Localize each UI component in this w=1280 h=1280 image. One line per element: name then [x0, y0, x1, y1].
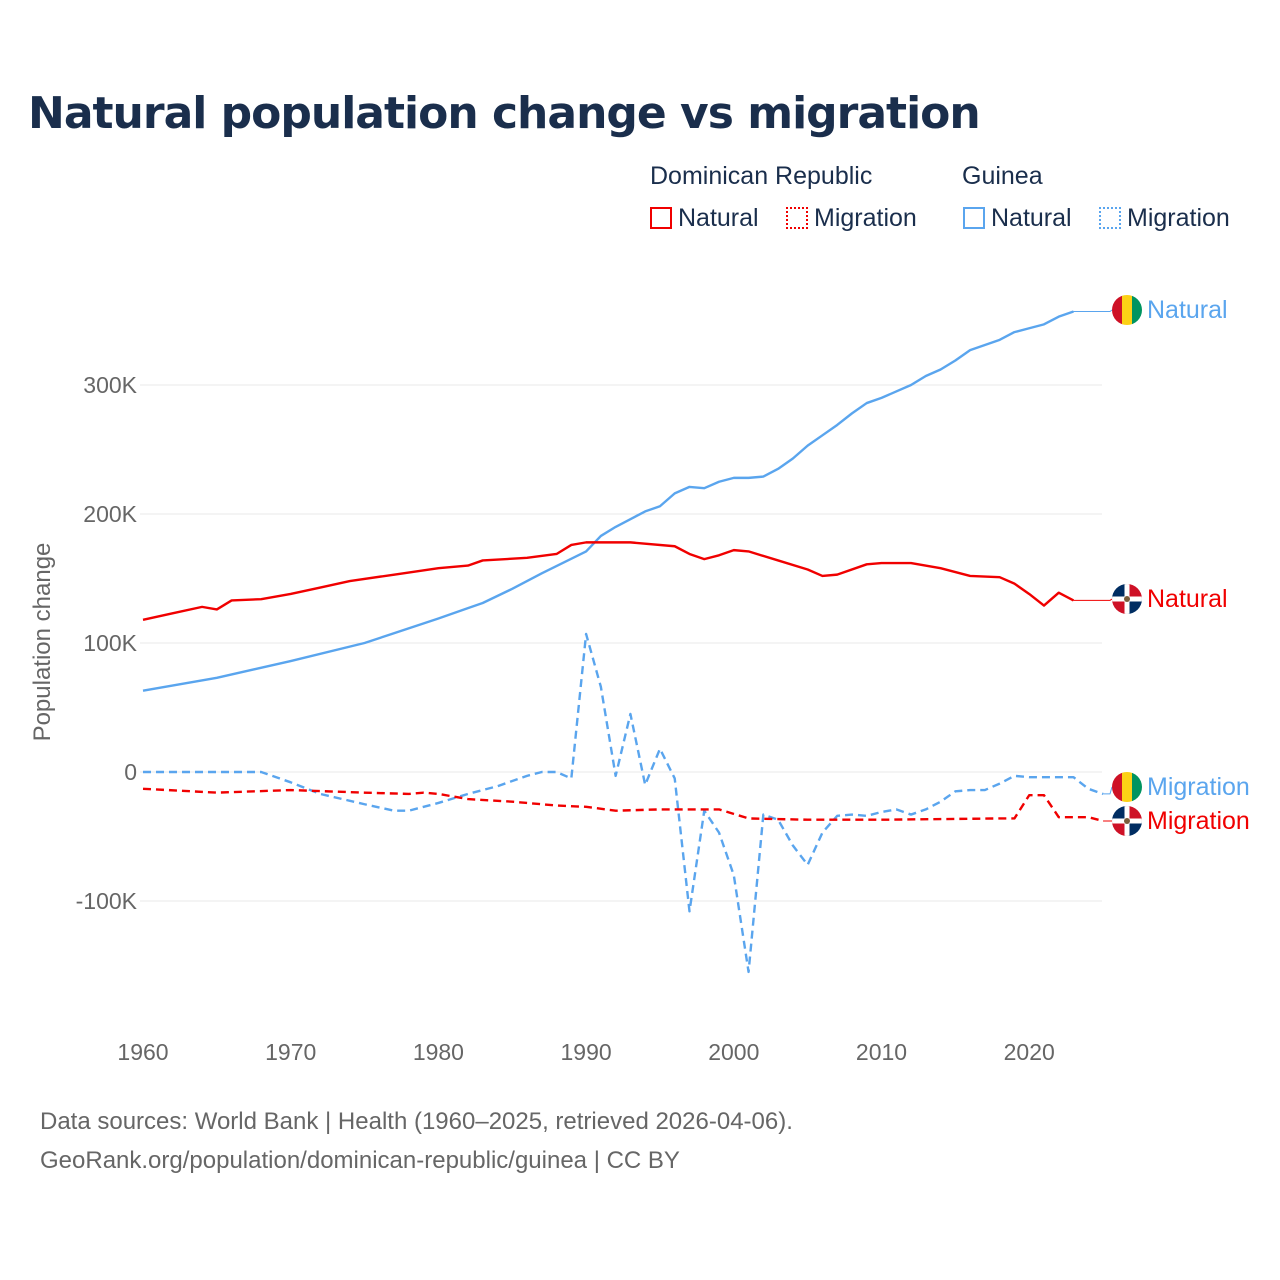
legend-item-guinea-migration[interactable]: Migration: [1099, 204, 1230, 233]
y-tick-label: 100K: [83, 630, 137, 656]
series-line-dominican-republic-migration: [142, 787, 1104, 823]
footer-url[interactable]: GeoRank.org/population/dominican-republi…: [40, 1147, 680, 1174]
series-line-guinea-migration: [143, 632, 1104, 974]
legend-item-guinea-natural[interactable]: Natural: [963, 204, 1072, 233]
legend-group-guinea-title: Guinea: [962, 162, 1043, 190]
x-tick-label: 2010: [856, 1039, 907, 1065]
series-end-label: Migration: [1147, 807, 1250, 835]
label-connector: [1073, 309, 1113, 312]
chart-title: Natural population change vs migration: [28, 88, 981, 139]
y-tick-label: 300K: [83, 372, 137, 398]
x-tick-label: 2020: [1004, 1039, 1055, 1065]
label-connector: [1103, 786, 1113, 795]
x-tick-label: 1970: [265, 1039, 316, 1065]
legend-swatch-solid: [650, 207, 672, 229]
x-tick-label: 1960: [117, 1039, 168, 1065]
legend-item-dr-migration[interactable]: Migration: [786, 204, 917, 233]
x-tick-label: 1990: [561, 1039, 612, 1065]
legend-swatch-dotted: [1099, 207, 1121, 229]
legend-label: Natural: [678, 204, 759, 232]
series-end-label: Natural: [1147, 296, 1228, 324]
x-tick-label: 1980: [413, 1039, 464, 1065]
label-connector: [1073, 598, 1113, 601]
series-end-label: Natural: [1147, 585, 1228, 613]
guinea-flag-icon: [1112, 295, 1142, 325]
y-tick-label: 200K: [83, 501, 137, 527]
series-end-label: Migration: [1147, 773, 1250, 801]
guinea-flag-icon: [1112, 772, 1142, 802]
legend-label: Migration: [814, 204, 917, 232]
footer-source: Data sources: World Bank | Health (1960–…: [40, 1108, 793, 1135]
x-tick-label: 2000: [708, 1039, 759, 1065]
legend-swatch-solid: [963, 207, 985, 229]
legend-label: Migration: [1127, 204, 1230, 232]
dominican-republic-flag-icon: [1112, 584, 1142, 614]
legend-swatch-dotted: [786, 207, 808, 229]
series-line-guinea-natural: [142, 310, 1074, 692]
series-line-dominican-republic-natural: [142, 541, 1075, 621]
legend-label: Natural: [991, 204, 1072, 232]
legend-group-dr-title: Dominican Republic: [650, 162, 873, 190]
legend-item-dr-natural[interactable]: Natural: [650, 204, 759, 233]
y-axis-label: Population change: [29, 543, 56, 742]
y-tick-label: -100K: [76, 888, 138, 914]
y-tick-label: 0: [124, 759, 137, 785]
dominican-republic-flag-icon: [1112, 806, 1142, 836]
